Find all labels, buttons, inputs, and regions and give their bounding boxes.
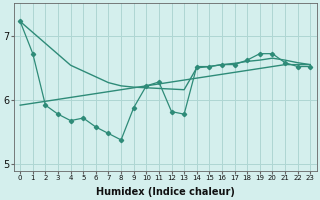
X-axis label: Humidex (Indice chaleur): Humidex (Indice chaleur) <box>96 187 235 197</box>
